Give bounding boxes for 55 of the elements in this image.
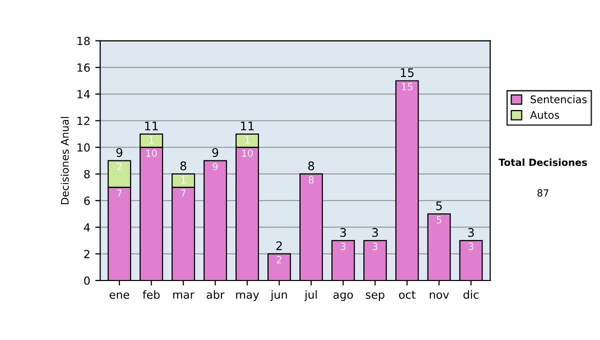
x-tick-label: jul (304, 290, 317, 301)
x-tick-label: abr (206, 290, 224, 299)
y-tick-label: 10 (78, 143, 90, 152)
y-tick-label: 4 (84, 223, 90, 232)
total-label: 3 (468, 228, 474, 237)
y-tick-label: 16 (78, 63, 90, 72)
y-tick-label: 14 (78, 90, 90, 98)
x-tick-label: jun (270, 290, 287, 301)
data-label: 7 (181, 190, 186, 197)
data-label: 1 (149, 136, 154, 144)
x-tick-label: oct (399, 290, 416, 299)
total-label: 2 (276, 241, 282, 250)
text: 87 (537, 189, 548, 197)
data-label: 2 (276, 256, 282, 264)
data-label: 1 (181, 176, 186, 184)
data-label: 9 (212, 162, 218, 170)
total-label: 3 (340, 228, 346, 237)
y-tick-label: 6 (84, 196, 90, 205)
total-label: 3 (372, 228, 378, 237)
total-label: 8 (180, 161, 186, 170)
x-tick-label: sep (366, 292, 384, 301)
data-label: 10 (146, 150, 157, 157)
total-label: 9 (116, 148, 122, 158)
y-tick-label: 0 (84, 276, 90, 285)
data-label: 5 (436, 216, 442, 224)
x-tick-label: may (236, 292, 260, 301)
x-tick-label: ene (110, 292, 130, 299)
total-label: 9 (212, 148, 218, 158)
total-label: 15 (400, 68, 414, 78)
total-label: 11 (145, 122, 158, 130)
data-label: 3 (468, 242, 474, 250)
data-label: 7 (117, 190, 122, 197)
y-tick-label: 2 (84, 250, 90, 258)
x-tick-label: dic (464, 290, 478, 299)
total-label: 11 (241, 122, 254, 130)
x-tick-label: nov (430, 292, 449, 299)
x-tick-label: ago (333, 292, 353, 301)
data-label: 3 (372, 242, 378, 250)
y-tick-label: 18 (78, 36, 90, 46)
data-label: 2 (117, 162, 122, 170)
data-label: 3 (340, 242, 346, 250)
y-axis-title: Decisiones Anual (60, 117, 69, 204)
y-tick-label: 12 (78, 116, 90, 125)
x-tick-label: mar (173, 292, 194, 299)
text: Total Decisiones (498, 158, 587, 166)
data-label: 10 (242, 150, 253, 157)
legend-label: Autos (530, 111, 560, 119)
x-tick-label: feb (142, 290, 160, 299)
data-label: 8 (308, 176, 314, 184)
data-label: 1 (245, 136, 250, 144)
total-label: 5 (436, 202, 442, 210)
y-tick-label: 8 (84, 170, 90, 178)
total-label: 8 (308, 161, 314, 170)
data-label: 15 (402, 83, 412, 90)
legend-label: Sentencias (530, 95, 587, 104)
